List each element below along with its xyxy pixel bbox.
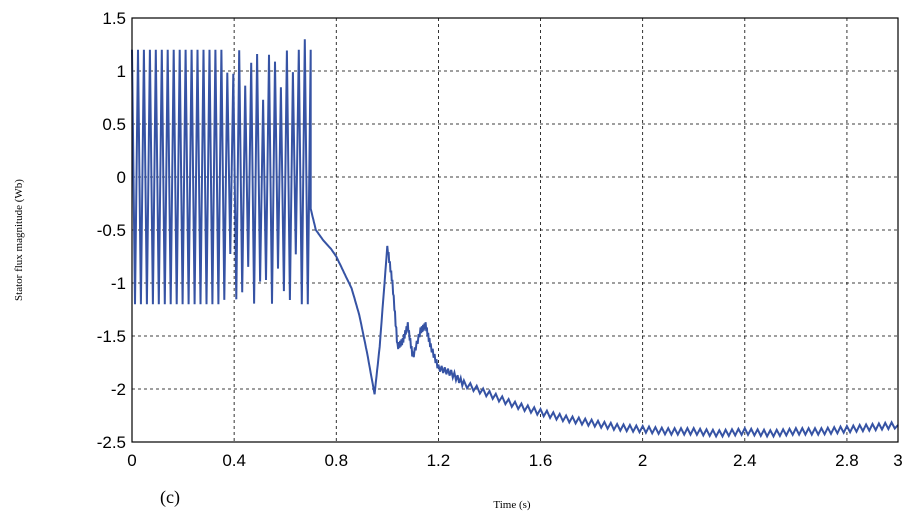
x-tick-label: 2 bbox=[638, 451, 647, 470]
plot-frame bbox=[131, 17, 899, 443]
y-tick-label: -1 bbox=[111, 274, 126, 293]
x-tick-label: 1.2 bbox=[427, 451, 451, 470]
x-tick-label: 1.6 bbox=[529, 451, 553, 470]
y-tick-label: 1 bbox=[117, 62, 126, 81]
x-tick-label: 0.4 bbox=[222, 451, 246, 470]
y-tick-label: -0.5 bbox=[97, 221, 126, 240]
y-tick-label: -2.5 bbox=[97, 433, 126, 452]
figure-caption: (c) bbox=[160, 487, 180, 508]
x-axis-ticks: 0 0.4 0.8 1.2 1.6 2 2.4 2.8 3 bbox=[127, 451, 902, 470]
y-axis-ticks: -2.5 -2 -1.5 -1 -0.5 0 0.5 1 1.5 bbox=[97, 9, 126, 452]
y-tick-label: 0 bbox=[117, 168, 126, 187]
x-tick-label: 3 bbox=[893, 451, 902, 470]
y-axis-label: Stator flux magnitude (Wb) bbox=[13, 179, 25, 301]
x-axis-label: Time (s) bbox=[493, 499, 531, 511]
x-tick-label: 2.8 bbox=[835, 451, 859, 470]
x-tick-label: 2.4 bbox=[733, 451, 757, 470]
y-tick-label: -2 bbox=[111, 380, 126, 399]
x-tick-label: 0 bbox=[127, 451, 136, 470]
y-tick-label: 0.5 bbox=[102, 115, 126, 134]
y-tick-label: -1.5 bbox=[97, 327, 126, 346]
series-line bbox=[131, 39, 899, 439]
y-tick-label: 1.5 bbox=[102, 9, 126, 28]
x-tick-label: 0.8 bbox=[324, 451, 348, 470]
